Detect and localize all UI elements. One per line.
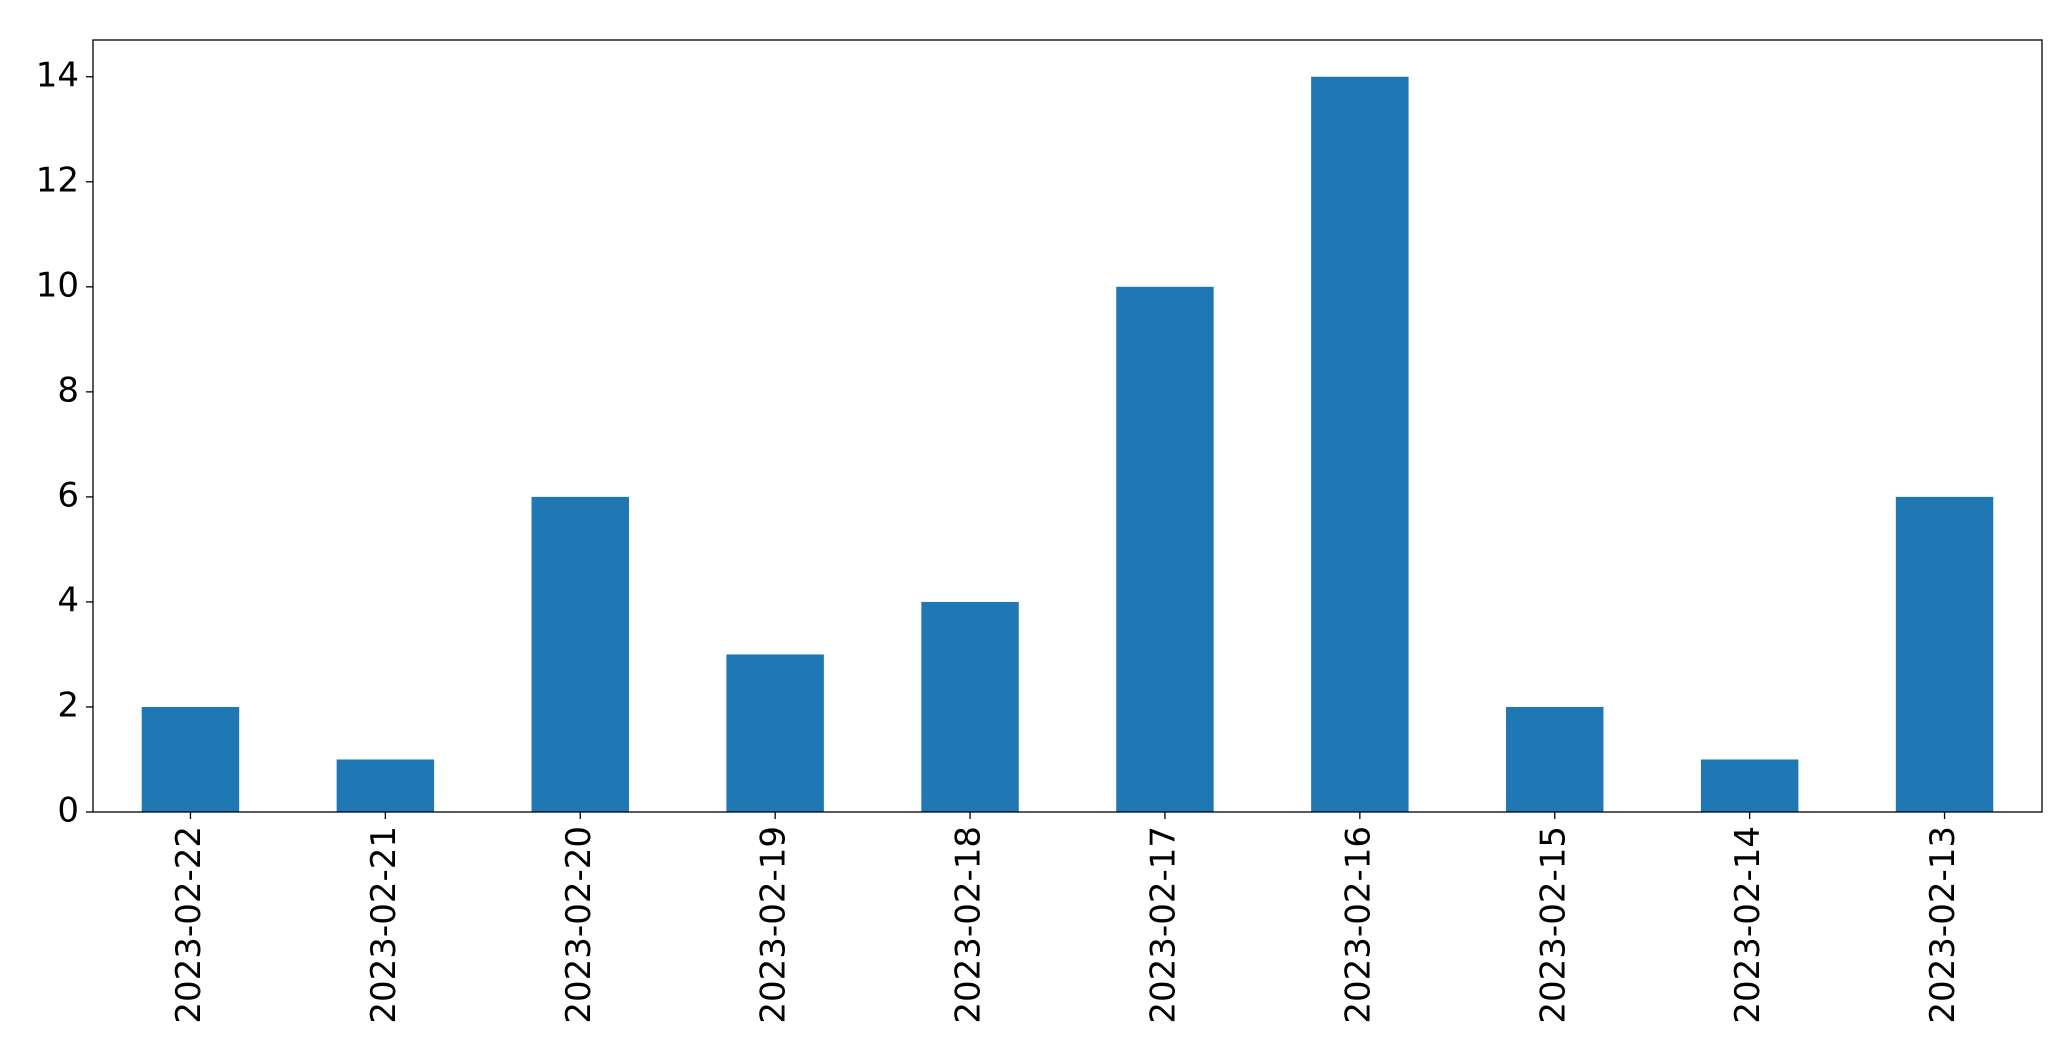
bar — [336, 759, 435, 812]
bar — [531, 496, 629, 812]
x-tick-label: 2023-02-14 — [1728, 826, 1768, 1024]
x-tick-label: 2023-02-15 — [1533, 826, 1573, 1024]
y-tick-label: 6 — [57, 475, 79, 515]
x-tick-label: 2023-02-16 — [1338, 826, 1378, 1024]
x-tick-label: 2023-02-13 — [1923, 826, 1963, 1024]
y-tick-label: 10 — [36, 265, 79, 305]
x-tick-label: 2023-02-17 — [1143, 826, 1183, 1024]
x-tick-label: 2023-02-19 — [754, 826, 794, 1024]
y-tick-label: 0 — [57, 791, 79, 831]
bar — [1116, 286, 1214, 812]
y-tick-label: 2 — [57, 685, 79, 725]
y-tick-label: 4 — [57, 580, 79, 620]
bar — [1895, 496, 1994, 812]
bar — [1311, 76, 1409, 812]
x-tick-label: 2023-02-21 — [364, 826, 404, 1024]
plot-frame — [92, 39, 2043, 813]
y-tick-label: 12 — [36, 160, 79, 200]
bar — [1506, 706, 1604, 812]
x-tick-label: 2023-02-18 — [949, 826, 989, 1024]
bar — [1700, 759, 1799, 812]
bar — [141, 706, 240, 812]
x-tick-label: 2023-02-20 — [559, 826, 599, 1024]
y-tick-label: 8 — [57, 370, 79, 410]
bar — [921, 601, 1019, 812]
x-tick-label: 2023-02-22 — [169, 826, 209, 1024]
bar — [726, 654, 824, 812]
y-tick-label: 14 — [36, 55, 79, 95]
